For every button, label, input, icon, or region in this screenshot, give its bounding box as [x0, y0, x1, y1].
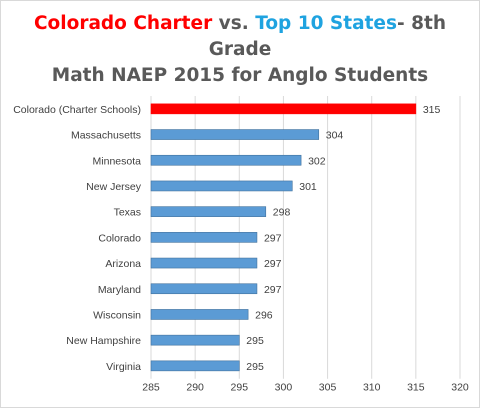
bar-arizona [150, 257, 258, 269]
value-label-new-jersey: 301 [299, 181, 317, 193]
category-label-new-hampshire: New Hampshire [66, 335, 141, 347]
value-label-massachusetts: 304 [326, 130, 344, 142]
chart-title-line2: Math NAEP 2015 for Anglo Students [51, 65, 429, 86]
category-label-maryland: Maryland [98, 284, 141, 296]
bar-maryland [150, 283, 258, 295]
bar-virginia [150, 360, 240, 372]
bars [150, 103, 417, 372]
title-part-top-10-states: Top 10 States [255, 13, 397, 34]
value-label-maryland: 297 [264, 284, 282, 296]
value-label-wisconsin: 296 [255, 309, 273, 321]
title-part-colorado-charter: Colorado Charter [33, 13, 213, 34]
value-label-new-hampshire: 295 [246, 335, 264, 347]
category-label-texas: Texas [114, 207, 141, 219]
bar-new-hampshire [150, 334, 240, 346]
value-label-minnesota: 302 [308, 155, 326, 167]
title-part-vs: vs. [212, 13, 256, 34]
x-tick-label-300: 300 [275, 382, 293, 394]
category-label-colorado: Colorado [98, 232, 141, 244]
value-label-texas: 298 [273, 207, 291, 219]
bar-wisconsin [150, 309, 249, 320]
value-labels: 315 304 302 301 298 297 297 297 296 295 295 [246, 104, 440, 373]
bar-texas [150, 206, 267, 217]
value-label-colorado-charter-schools: 315 [423, 104, 441, 116]
category-label-arizona: Arizona [105, 258, 141, 270]
bar-minnesota [150, 154, 302, 166]
x-tick-label-285: 285 [142, 382, 160, 394]
bar-massachusetts [150, 129, 320, 140]
value-label-virginia: 295 [246, 361, 264, 373]
x-tick-label-320: 320 [451, 382, 469, 394]
category-label-massachusetts: Massachusetts [71, 130, 141, 142]
category-label-minnesota: Minnesota [93, 155, 142, 167]
category-label-wisconsin: Wisconsin [93, 309, 141, 321]
bar-new-jersey [150, 180, 293, 192]
category-label-new-jersey: New Jersey [86, 181, 142, 193]
x-tick-label-295: 295 [231, 382, 249, 394]
category-label-colorado-charter-schools: Colorado (Charter Schools) [13, 104, 141, 116]
value-label-arizona: 297 [264, 258, 282, 270]
category-labels: Colorado (Charter Schools) Massachusetts M… [13, 104, 142, 373]
value-label-colorado: 297 [264, 232, 282, 244]
chart-title-line1: Colorado Charter vs. Top 10 States- 8th … [1, 11, 479, 63]
x-tick-label-310: 310 [363, 382, 381, 394]
bar-colorado-charter-schools [150, 103, 417, 115]
bar-colorado [150, 232, 258, 243]
chart-title: Colorado Charter vs. Top 10 States- 8th … [1, 11, 479, 89]
category-label-virginia: Virginia [106, 361, 141, 373]
x-tick-label-290: 290 [186, 382, 204, 394]
title-part-8th-grade: - 8th Grade [208, 13, 446, 60]
x-tick-label-315: 315 [407, 382, 425, 394]
x-axis-tick-labels: 285 290 295 300 305 310 315 320 [142, 382, 469, 394]
x-tick-label-305: 305 [319, 382, 337, 394]
